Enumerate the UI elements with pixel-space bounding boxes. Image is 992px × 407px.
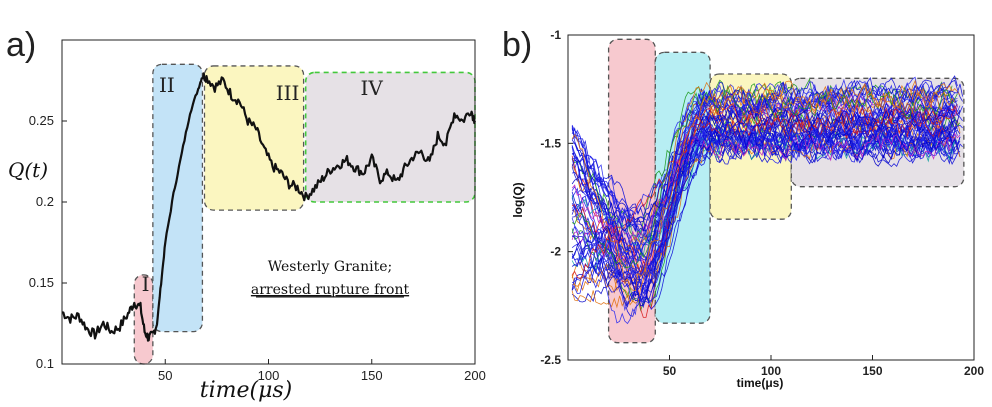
panel-a-annotation-line1: Westerly Granite; [268,259,393,275]
panel-b-trace-44 [571,76,958,281]
panel-a-y-axis-label: Q(t) [8,158,48,182]
panel-a-regions [133,63,476,365]
panel-b-trace-58 [571,114,956,281]
panel-a-region-III [203,65,305,211]
panel-b-letter: b) [502,26,532,64]
panel-a-region-label-I: I [142,272,150,296]
panel-b-trace-50 [571,124,953,270]
panel-a-region-IV [304,71,476,203]
panel-b-x-ticks: 50 100 150 200 [663,355,984,378]
panel-a-y-tick-label-0.25: 0.25 [29,113,54,128]
panel-b-trace-37 [571,101,955,299]
panel-b-traces [571,75,963,325]
panel-b-y-tick-label--2: -2 [550,245,561,259]
panel-a-x-ticks: 50 100 150 200 [158,359,486,383]
panel-b-y-tick-label--2.5: -2.5 [540,353,561,367]
panel-a-x-tick-label-150: 150 [361,368,383,383]
panel-b-x-tick-label-100: 100 [761,364,781,378]
panel-a-region-labels: III III IV [142,73,384,296]
panel-b-trace-60 [571,130,958,258]
panel-b-trace-57 [571,89,958,269]
panel-a-y-tick-label-0.1: 0.1 [36,356,54,371]
panel-b-trace-32 [571,85,953,252]
panel-b-y-tick-label--1: -1 [550,28,561,42]
panel-b-x-tick-label-50: 50 [663,364,677,378]
panel-b-y-tick-label--1.5: -1.5 [540,136,561,150]
panel-a-region-label-IV: IV [360,76,383,100]
panel-a-x-axis-label: time(μs) [200,378,293,403]
panel-b-trace-45 [571,110,955,288]
panel-b-trace-55 [571,129,963,269]
panel-a-region-label-III: III [276,81,300,105]
panel-a-y-tick-label-0.15: 0.15 [29,275,54,290]
panel-b-x-axis-label: time(μs) [737,376,784,390]
panel-b-y-axis-label: log(Q) [511,182,525,217]
panel-b-trace-59 [571,84,956,292]
panel-b-trace-52 [571,124,958,284]
panel-a-annotation-line2: arrested rupture front [251,282,410,298]
panel-a-region-label-II: II [159,73,175,97]
panel-b-trace-48 [571,76,963,317]
panel-b-trace-34 [572,127,961,294]
panel-a-x-tick-label-200: 200 [464,368,486,383]
panel-a-x-tick-label-100: 100 [258,368,280,383]
panel-b-trace-56 [571,132,961,245]
panel-a-y-tick-label-0.2: 0.2 [36,194,54,209]
panel-a-series-line [61,72,477,342]
panel-a-y-ticks: 0.1 0.15 0.2 0.25 [29,113,67,371]
panel-a-region-II [152,63,204,333]
panel-b-trace-47 [571,79,961,309]
panel-b-x-tick-label-150: 150 [862,364,882,378]
panel-b-x-tick-label-200: 200 [964,364,984,378]
panel-b-trace-49 [571,110,955,268]
panel-b-trace-54 [571,106,958,307]
panel-a-x-tick-label-50: 50 [158,368,172,383]
panel-b-chart: 50 100 150 200 -1 -1.5 -2 -2.5 log(Q) time(μs) [511,28,984,390]
panel-a-letter: a) [6,26,36,64]
panel-a-chart: 50 100 150 200 0.10.150.20.25 III III IV West… [8,39,486,403]
panel-b-y-ticks: -1 -1.5 -2 -2.5 [540,28,573,367]
